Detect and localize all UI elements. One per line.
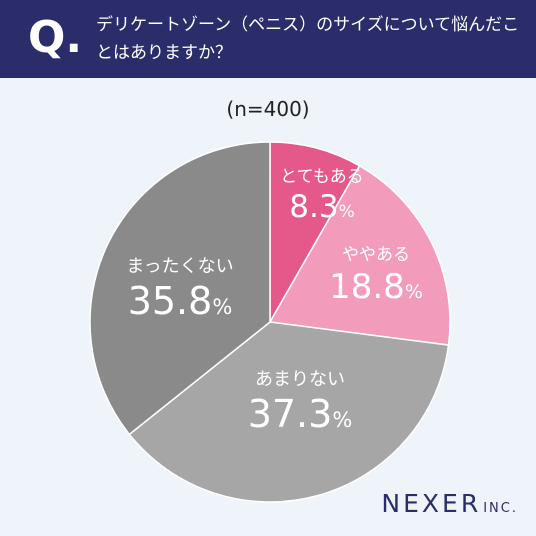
slice-value: 18.8% (329, 267, 423, 307)
pie-slice (268, 164, 451, 346)
question-mark: Q. (28, 12, 83, 63)
logo-main: NEXER (381, 489, 482, 518)
company-logo: NEXER INC. (381, 489, 518, 524)
sample-size: (n=400) (226, 97, 310, 121)
slice-value: 8.3% (289, 189, 354, 225)
pie-slice (128, 321, 450, 503)
pie-slice (269, 141, 361, 325)
slice-value: 37.3% (248, 392, 353, 436)
question-header: Q. デリケートゾーン（ペニス）のサイズについて悩んだことはありますか？ (0, 0, 536, 78)
slice-label: まったくない (126, 256, 233, 277)
logo-suffix: INC. (483, 501, 518, 516)
slice-label: あまりない (255, 369, 345, 390)
slice-label: とてもある (280, 167, 364, 187)
question-text: デリケートゾーン（ペニス）のサイズについて悩んだことはありますか？ (96, 15, 520, 63)
pie-slice (89, 141, 271, 436)
slice-value: 35.8% (128, 279, 233, 323)
slice-label: ややある (342, 245, 410, 265)
